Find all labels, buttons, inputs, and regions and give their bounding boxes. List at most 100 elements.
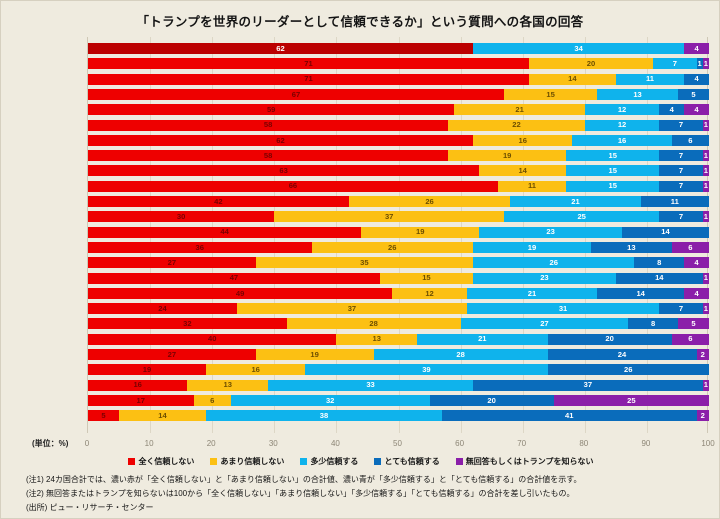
stacked-bar[interactable]: 16 13 33 37 1 [88,379,709,391]
axis-tick-label: 100 [701,439,715,448]
stacked-bar[interactable]: 59 21 12 4 4 [88,104,709,116]
bar-value-label: 5 [101,410,106,420]
legend-item[interactable]: あまり信頼しない [210,456,284,467]
stacked-bar[interactable]: 32 28 27 8 5 [88,318,709,330]
bar-segment: 4 [684,43,709,54]
bar-value-label: 6 [688,334,693,344]
stacked-bar[interactable]: 27 19 28 24 2 [88,349,709,360]
bar-value-label: 6 [688,242,693,252]
stacked-bar[interactable]: 47 15 23 14 1 [88,272,709,284]
bar-segment: 11 [497,180,567,192]
legend-label: とても信頼する [384,457,440,466]
stacked-bar[interactable]: 44 19 23 14 [88,226,709,238]
bar-value-label: 37 [347,303,357,313]
bar-segment: 66 [88,180,498,192]
legend-swatch-icon [455,458,463,465]
bar-value-label: 7 [678,166,684,176]
stacked-bar[interactable]: 62 16 16 6 [88,134,709,146]
bar-segment: 1 [702,119,709,131]
bar-value-label: 71 [304,59,313,68]
bar-segment: 34 [473,43,685,54]
bar-segment: 21 [510,196,641,207]
bar-segment: 6 [671,333,709,345]
axis-tick-label: 40 [330,439,340,448]
legend-item[interactable]: 無回答もしくはトランプを知らない [455,456,594,467]
bar-value-label: 22 [512,120,521,130]
bar-segment: 30 [88,211,275,223]
bar-segment: 7 [659,119,703,131]
bar-segment: 12 [584,104,660,116]
bar-value-label: 7 [678,303,684,313]
bar-value-label: 1 [703,166,708,176]
bar-segment: 14 [119,410,206,422]
legend-label: 全く信頼しない [138,457,195,466]
bar-value-label: 14 [636,288,645,298]
bar-segment: 71 [88,73,529,85]
stacked-bar[interactable]: 62 34 4 [88,43,709,54]
legend-item[interactable]: 多少信頼する [300,456,358,467]
stacked-bar[interactable]: 58 19 15 7 1 [88,150,709,162]
bar-value-label: 4 [694,288,699,298]
axis-tick-label: 10 [144,439,154,448]
bar-value-label: 1 [703,181,708,191]
bar-value-label: 15 [608,166,617,176]
bar-value-label: 71 [304,74,313,84]
bar-value-label: 34 [574,43,583,53]
stacked-bar[interactable]: 71 20 7 1 1 [88,58,709,70]
bar-value-label: 24 [158,303,167,313]
bars-container: 24か国全体62344メキシコ7120711スウェーデン7114114ドイツ67… [87,37,709,433]
bar-segment: 32 [230,394,430,406]
stacked-bar[interactable]: 36 26 19 13 6 [88,241,709,253]
bar-value-label: 1 [703,120,708,130]
bar-value-label: 1 [703,273,708,283]
axis-tick-label: 20 [206,439,216,448]
bar-segment: 19 [473,241,591,253]
bar-segment: 44 [88,226,362,238]
bar-segment: 27 [460,318,629,330]
bar-value-label: 15 [608,150,617,160]
bar-value-label: 21 [478,334,487,344]
axis-tick-label: 90 [641,439,651,448]
stacked-bar[interactable]: 58 22 12 7 1 [88,119,709,131]
bar-value-label: 13 [223,380,232,390]
bar-segment: 21 [417,333,548,345]
axis-tick-label: 50 [393,439,402,448]
stacked-bar[interactable]: 27 35 26 8 4 [88,257,709,269]
stacked-bar[interactable]: 42 26 21 11 [88,196,709,207]
stacked-bar[interactable]: 30 37 25 7 1 [88,211,709,223]
bar-value-label: 14 [661,227,670,237]
legend-label: 多少信頼する [310,457,359,466]
bar-segment: 1 [702,211,709,223]
axis-tick-label: 60 [455,439,465,448]
stacked-bar[interactable]: 66 11 15 7 1 [88,180,709,192]
stacked-bar[interactable]: 40 13 21 20 6 [88,333,709,345]
stacked-bar[interactable]: 67 15 13 5 [88,88,709,100]
stacked-bar[interactable]: 49 12 21 14 4 [88,287,709,299]
bar-value-label: 4 [694,43,699,53]
stacked-bar[interactable]: 17 6 32 20 25 [88,394,709,406]
bar-value-label: 21 [515,104,524,114]
bar-segment: 12 [392,287,467,299]
legend-item[interactable]: とても信頼する [374,456,440,467]
legend-item[interactable]: 全く信頼しない [128,456,194,467]
bar-segment: 19 [448,150,567,162]
bar-segment: 5 [677,318,709,330]
bar-segment: 7 [659,303,703,315]
stacked-bar[interactable]: 71 14 11 4 [88,73,709,85]
bar-segment: 20 [528,58,654,70]
stacked-bar[interactable]: 5 14 38 41 2 [88,410,709,422]
stacked-bar[interactable]: 19 16 39 26 [88,364,709,376]
bar-value-label: 11 [670,196,679,206]
bar-segment: 33 [268,379,473,391]
bar-value-label: 13 [627,242,636,252]
bar-segment: 15 [566,180,660,192]
bar-value-label: 26 [549,257,558,267]
bar-segment: 14 [528,73,616,85]
stacked-bar[interactable]: 63 14 15 7 1 [88,165,709,177]
bar-value-label: 59 [266,104,276,114]
bar-value-label: 1 [703,150,708,160]
bar-value-label: 19 [502,150,512,160]
bar-segment: 36 [88,241,312,253]
stacked-bar[interactable]: 24 37 31 7 1 [88,303,709,315]
axis-tick-label: 80 [579,439,589,448]
